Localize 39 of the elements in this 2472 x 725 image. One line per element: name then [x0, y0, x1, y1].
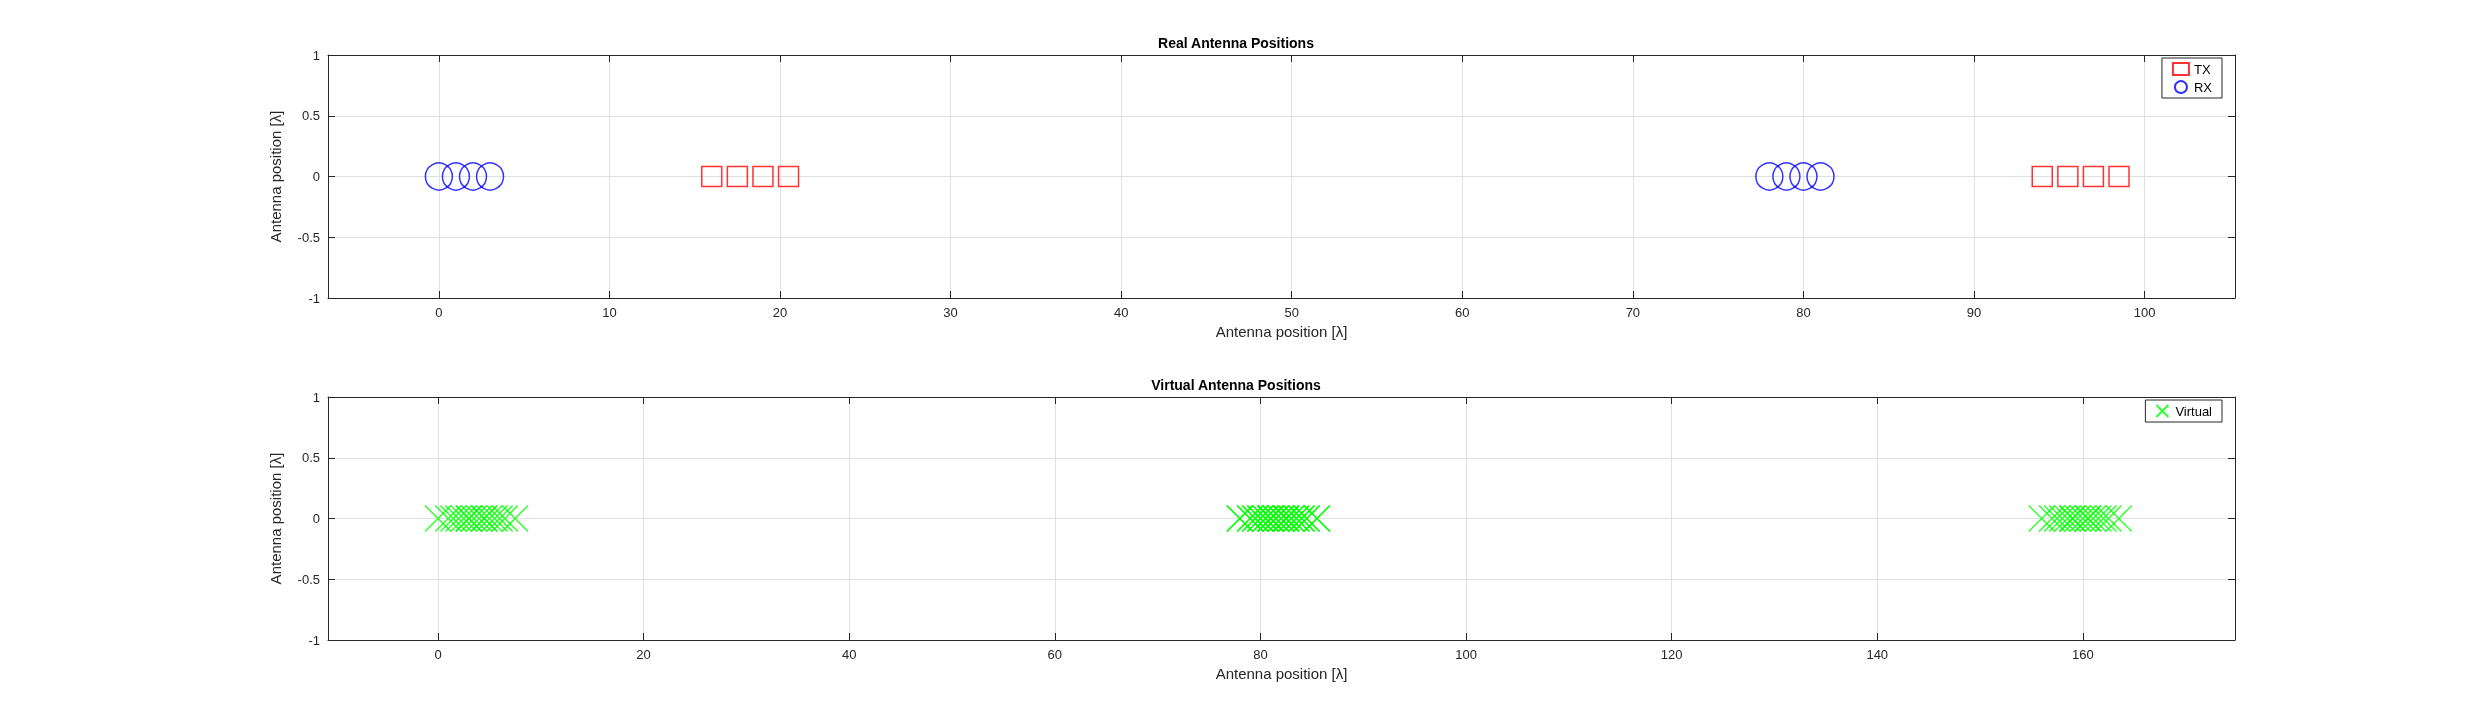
x-tick-label: 140: [1866, 647, 1889, 662]
chart-title: Virtual Antenna Positions: [1151, 377, 1321, 393]
x-axis-title: Antenna position [λ]: [1215, 322, 1348, 340]
x-tick-label: 80: [1796, 305, 1811, 320]
x-tick-label: 60: [1455, 305, 1470, 320]
legend-label: Virtual: [2175, 403, 2213, 419]
x-tick-label: 40: [1113, 305, 1129, 320]
x-tick-label: 50: [1284, 305, 1299, 320]
y-axis-title: Antenna position [λ]: [267, 110, 284, 243]
y-tick-label: 0: [312, 169, 320, 184]
x-tick-label: 0: [434, 647, 442, 662]
chart-title: Real Antenna Positions: [1158, 35, 1315, 51]
x-tick-label: 90: [1966, 305, 1982, 320]
x-tick-label: 120: [1660, 647, 1683, 662]
y-tick-label: -0.5: [297, 229, 320, 245]
y-axis-title: Antenna position [λ]: [267, 452, 284, 585]
x-tick-label: 100: [2133, 305, 2156, 320]
y-tick-label: 1: [312, 47, 320, 63]
y-tick-label: 0.5: [301, 450, 320, 466]
x-tick-label: 20: [772, 305, 788, 320]
x-tick-label: 100: [1455, 647, 1477, 662]
x-tick-label: 80: [1253, 647, 1268, 662]
x-tick-label: 20: [636, 647, 651, 662]
x-tick-label: 60: [1047, 647, 1063, 662]
x-tick-label: 70: [1625, 305, 1641, 320]
x-tick-label: 160: [2072, 647, 2094, 662]
legend-label: RX: [2193, 79, 2213, 95]
x-tick-label: 10: [602, 305, 617, 320]
y-tick-label: -1: [308, 632, 320, 648]
x-tick-label: 30: [943, 305, 958, 320]
y-tick-label: -1: [308, 290, 320, 306]
y-tick-label: 1: [312, 389, 320, 405]
y-tick-label: 0: [312, 511, 320, 526]
x-tick-label: 40: [841, 647, 857, 662]
x-axis-title: Antenna position [λ]: [1215, 664, 1348, 682]
y-tick-label: -0.5: [297, 571, 320, 587]
legend-label: TX: [2193, 61, 2211, 77]
x-tick-label: 0: [435, 305, 443, 320]
y-tick-label: 0.5: [301, 108, 320, 124]
